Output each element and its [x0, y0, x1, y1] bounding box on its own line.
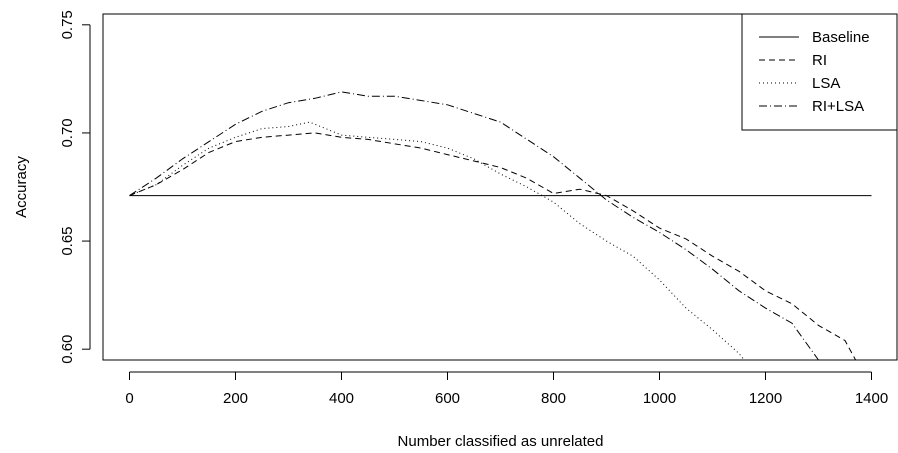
- series-lsa-line: [129, 121, 745, 360]
- y-tick-label: 0.65: [59, 226, 76, 255]
- x-tick-label: 0: [125, 390, 133, 407]
- y-axis: 0.60 0.65 0.70 0.75 Accuracy: [13, 10, 91, 364]
- y-tick-label: 0.70: [59, 118, 76, 147]
- x-tick-label: 600: [435, 390, 460, 407]
- x-ticks: 0 200 400 600 800 1000 1200 1400: [125, 372, 888, 407]
- plot-frame: [102, 13, 898, 361]
- series-ri-line: [129, 132, 857, 360]
- x-tick-label: 400: [329, 390, 354, 407]
- legend-label: RI: [812, 52, 827, 69]
- x-tick-label: 1200: [749, 390, 782, 407]
- series-layer: [129, 91, 872, 360]
- x-tick-label: 1000: [643, 390, 676, 407]
- x-tick-label: 800: [541, 390, 566, 407]
- x-tick-label: 200: [223, 390, 248, 407]
- legend: Baseline RI LSA RI+LSA: [741, 13, 898, 131]
- legend-label: Baseline: [812, 29, 870, 46]
- y-axis-title: Accuracy: [13, 156, 30, 218]
- y-tick-label: 0.75: [59, 10, 76, 39]
- legend-label: RI+LSA: [812, 98, 864, 115]
- legend-box: [741, 13, 898, 131]
- x-axis-title: Number classified as unrelated: [398, 433, 604, 450]
- series-ri-lsa-line: [129, 91, 819, 360]
- legend-label: LSA: [812, 75, 840, 92]
- y-ticks: 0.60 0.65 0.70 0.75: [59, 10, 90, 364]
- x-tick-label: 1400: [855, 390, 888, 407]
- y-tick-label: 0.60: [59, 335, 76, 364]
- x-axis: 0 200 400 600 800 1000 1200 1400 Number classif…: [125, 371, 888, 450]
